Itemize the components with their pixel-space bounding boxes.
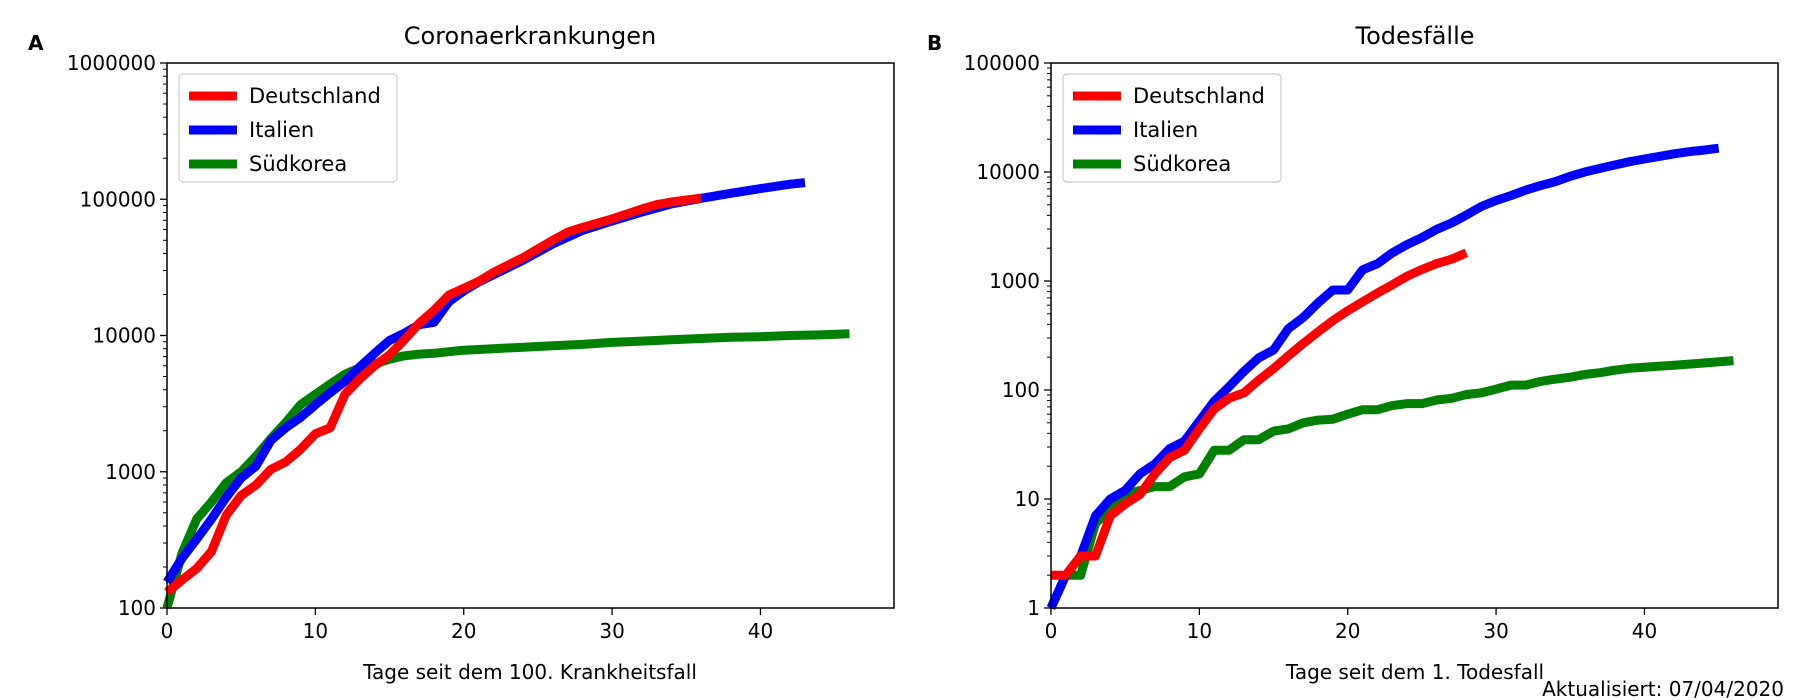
legend: Deutschland Italien Südkorea [178,73,398,183]
plot-frame [166,62,895,609]
y-tick-label: 100 [1002,378,1040,402]
x-tick-label: 0 [1045,619,1058,643]
chart-panel-a: A Coronaerkrankungen 0 10 20 30 40 100 1000 100… [28,22,895,684]
y-tick-label: 100000 [964,51,1040,75]
panel-letter: B [927,31,942,55]
plot-frame [1050,62,1779,609]
series-line-italien [163,178,806,585]
chart-panel-b: B Todesfälle 0 10 20 30 40 1 10 100 1000 10000 100… [927,22,1779,684]
chart-title: Todesfälle [1354,22,1474,50]
series-line-südkorea [162,329,850,610]
series-line-deutschland [164,193,702,596]
legend-label: Deutschland [1133,84,1265,108]
y-tick-label: 10000 [92,324,156,348]
x-tick-label: 10 [1187,619,1212,643]
y-tick-label: 100000 [80,187,156,211]
legend-label: Deutschland [249,84,381,108]
x-axis-label: Tage seit dem 100. Krankheitsfall [362,660,697,684]
legend-box [1062,73,1282,183]
axis-ticks: 0 10 20 30 40 100 1000 10000 100000 1000000 [67,51,773,643]
x-axis-label: Tage seit dem 1. Todesfall [1285,660,1544,684]
legend: Deutschland Italien Südkorea [1062,73,1282,183]
chart-title: Coronaerkrankungen [404,22,657,50]
legend-label: Südkorea [249,152,347,176]
x-tick-label: 0 [161,619,174,643]
legend-label: Italien [249,118,314,142]
series-line-italien [1046,143,1720,610]
panel-letter: A [28,31,44,55]
x-tick-label: 30 [1483,619,1508,643]
legend-box [178,73,398,183]
series-line-südkorea [1046,356,1734,610]
y-tick-label: 10000 [976,160,1040,184]
series-lines [162,178,850,610]
x-tick-label: 20 [451,619,476,643]
legend-label: Italien [1133,118,1198,142]
x-tick-label: 10 [303,619,328,643]
y-tick-label: 1000 [105,460,156,484]
x-tick-label: 40 [1632,619,1657,643]
axis-ticks: 0 10 20 30 40 1 10 100 1000 10000 100000 [964,51,1658,643]
y-tick-label: 1000000 [67,51,156,75]
x-tick-label: 30 [599,619,624,643]
y-tick-label: 1 [1027,596,1040,620]
series-line-deutschland [1051,248,1469,580]
x-tick-label: 40 [748,619,773,643]
y-tick-label: 10 [1015,487,1040,511]
x-tick-label: 20 [1335,619,1360,643]
updated-label: Aktualisiert: 07/04/2020 [1542,677,1784,700]
legend-label: Südkorea [1133,152,1231,176]
y-tick-label: 1000 [989,269,1040,293]
y-tick-label: 100 [118,596,156,620]
series-lines [1046,143,1734,610]
